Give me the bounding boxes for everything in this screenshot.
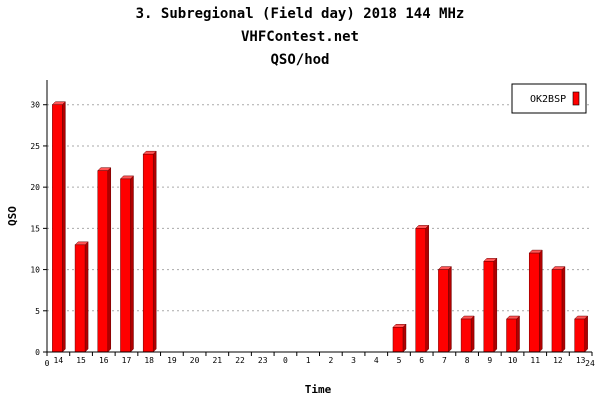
bar-front	[574, 318, 585, 353]
bar-side	[130, 175, 134, 353]
legend: OK2BSP	[511, 83, 587, 114]
x-tick-label: 5	[397, 356, 402, 365]
bar-front	[392, 327, 404, 353]
bar-14	[51, 101, 66, 353]
x-tick-label: 2	[328, 356, 333, 365]
x-tick-label: 9	[487, 356, 492, 365]
x-tick-label: 12	[553, 356, 563, 365]
bar-side	[516, 315, 520, 353]
bar-side	[493, 257, 498, 353]
bar-side	[107, 167, 112, 353]
bar-8	[460, 315, 475, 353]
x-tick-label: 0	[283, 356, 288, 365]
bar-side	[584, 315, 588, 353]
x-tick-label: 15	[76, 356, 86, 365]
y-tick-label: 15	[30, 224, 40, 233]
x-tick-label: 7	[442, 356, 447, 365]
y-tick-label: 5	[35, 307, 40, 316]
x-tick-label: 20	[190, 356, 200, 365]
bar-front	[120, 178, 131, 353]
bar-front	[142, 153, 154, 353]
bar-10	[505, 315, 521, 353]
bar-side	[470, 315, 475, 353]
bar-6	[415, 224, 430, 353]
legend-label: OK2BSP	[530, 94, 566, 105]
grid-lines	[47, 104, 592, 312]
y-axis-title: QSO	[6, 206, 19, 226]
y-tick-label: 20	[30, 183, 40, 192]
bar-16	[97, 167, 112, 353]
bar-7	[437, 265, 452, 353]
bar-side	[561, 265, 566, 353]
y-tick-label: 30	[30, 101, 40, 110]
bar-front	[506, 318, 517, 353]
bar-front	[74, 244, 86, 353]
x-tick-label: 6	[419, 356, 424, 365]
x-tick-label: 23	[258, 356, 268, 365]
bar-9	[483, 257, 498, 353]
x-axis-end-label: 24	[585, 359, 595, 368]
x-tick-label: 19	[167, 356, 177, 365]
bar-front	[528, 252, 540, 353]
bar-side	[62, 101, 66, 353]
x-tick-label: 21	[212, 356, 222, 365]
x-tick-label: 14	[54, 356, 64, 365]
x-tick-label: 18	[144, 356, 154, 365]
bar-side	[84, 241, 89, 353]
bar-side	[402, 323, 407, 353]
bar-front	[460, 318, 472, 353]
chart-title-line-2: VHFContest.net	[241, 29, 359, 45]
bar-12	[551, 265, 566, 353]
bar-front	[97, 170, 109, 353]
bar-5	[392, 323, 407, 353]
chart-title-line-3: QSO/hod	[270, 52, 329, 68]
bar-side	[538, 249, 543, 353]
bar-13	[574, 315, 589, 353]
bar-15	[74, 241, 89, 353]
x-tick-label: 3	[351, 356, 356, 365]
bar-front	[551, 269, 563, 353]
bar-side	[425, 224, 429, 353]
x-tick-label: 10	[508, 356, 518, 365]
chart-title-line-1: 3. Subregional (Field day) 2018 144 MHz	[136, 6, 465, 22]
y-tick-label: 10	[30, 266, 40, 275]
x-axis-title: Time	[305, 383, 332, 396]
x-tick-label: 11	[530, 356, 540, 365]
x-axis-start-label: 0	[45, 359, 50, 368]
x-tick-label: 13	[576, 356, 586, 365]
x-tick-label: 16	[99, 356, 109, 365]
x-tick-label: 8	[465, 356, 470, 365]
bar-front	[415, 228, 426, 353]
x-tick-label: 17	[122, 356, 132, 365]
bar-side	[152, 150, 157, 353]
bar-11	[528, 249, 543, 353]
y-tick-label: 25	[30, 142, 40, 151]
bar-front	[483, 261, 495, 353]
x-tick-label: 1	[306, 356, 311, 365]
x-tick-label: 4	[374, 356, 379, 365]
y-tick-label: 0	[35, 348, 40, 357]
bars-group	[51, 101, 589, 353]
bar-front	[52, 104, 63, 353]
bar-17	[119, 175, 135, 353]
x-tick-label: 22	[235, 356, 245, 365]
legend-box	[511, 83, 587, 114]
bar-side	[448, 265, 452, 353]
bar-18	[142, 150, 157, 353]
legend-swatch	[572, 91, 580, 106]
y-ticks: 0 5 10 15 20 25 30	[30, 101, 47, 357]
x-ticks: 14 15 16 17 18 19 20 21 22 23 0 1 2 3 4 5 6 7 8 9 10 11 12 13	[46, 352, 593, 365]
bar-front	[438, 269, 449, 353]
